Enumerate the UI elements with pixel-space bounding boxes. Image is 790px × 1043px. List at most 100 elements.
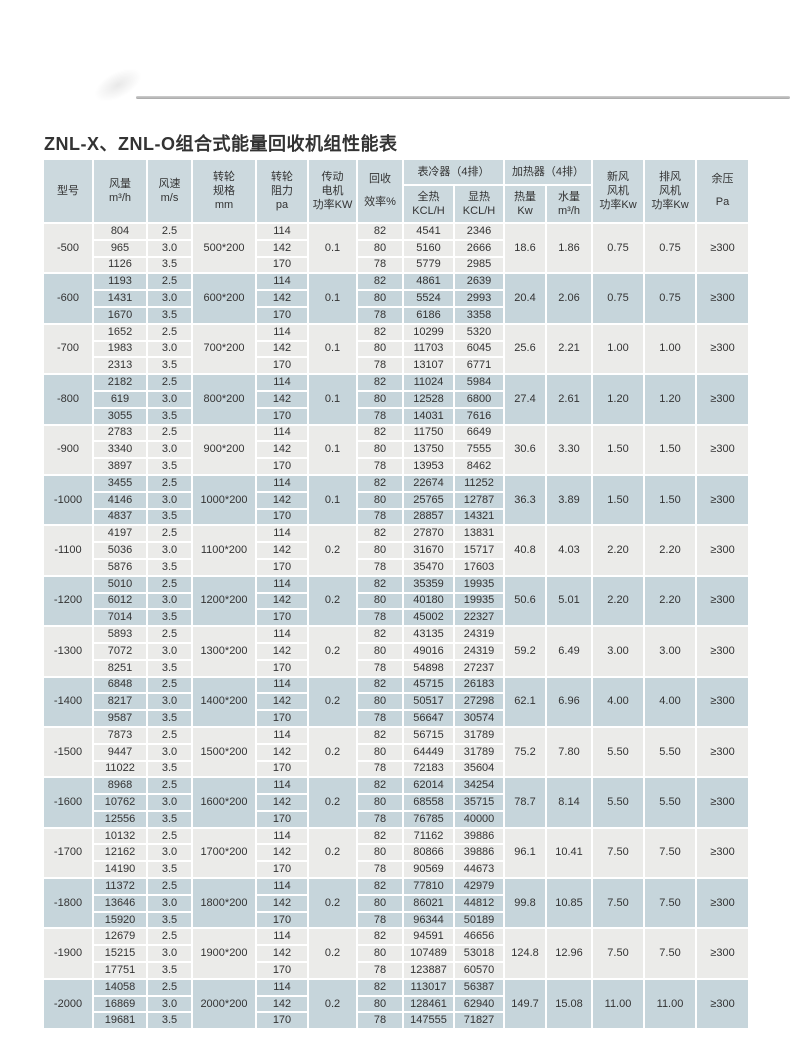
- header-recovery-efficiency: 回收 效率%: [356, 158, 404, 224]
- cell-total-heat: 28857: [402, 507, 455, 527]
- cell-exhaust-fan-power: 7.50: [643, 877, 697, 930]
- table-row: 14190 3.5 170 78 90569 44673: [43, 860, 749, 880]
- cell-fresh-fan-power: 11.00: [591, 977, 645, 1031]
- cell-recovery-efficiency: 82: [356, 675, 404, 695]
- cell-heat: 78.7: [503, 776, 547, 829]
- table-row: -1800 11372 2.5 1800*200 114 0.2 82 77810 42979 9…: [42, 877, 750, 930]
- cell-wheel-resistance: 114: [255, 524, 309, 544]
- cell-recovery-efficiency: 80: [356, 289, 404, 308]
- cell-total-heat: 12528: [402, 389, 455, 409]
- cell-wheel-resistance: 114: [255, 977, 309, 997]
- cell-sensible-heat: 12787: [453, 490, 505, 510]
- cell-airflow: 8217: [92, 692, 148, 712]
- cell-airflow: 19681: [92, 1011, 148, 1031]
- cell-exhaust-fan-power: 5.50: [643, 725, 697, 779]
- cell-speed: 2.5: [146, 222, 193, 241]
- cell-speed: 3.5: [146, 860, 193, 880]
- cell-wheel-resistance: 114: [255, 776, 309, 796]
- cell-speed: 3.0: [146, 541, 193, 560]
- page-edge-shadow: [88, 61, 148, 109]
- cell-total-heat: 13750: [402, 440, 455, 460]
- cell-water: 2.21: [545, 322, 593, 376]
- cell-sensible-heat: 24319: [453, 641, 505, 661]
- cell-total-heat: 64449: [402, 742, 455, 762]
- cell-speed: 2.5: [146, 725, 193, 745]
- cell-sensible-heat: 50189: [453, 910, 505, 930]
- cell-airflow: 6848: [92, 675, 148, 695]
- cell-airflow: 1670: [92, 305, 148, 325]
- cell-total-heat: 13107: [402, 356, 455, 376]
- cell-fresh-fan-power: 1.20: [591, 373, 645, 426]
- table-row: -800 2182 2.5 800*200 114 0.1 82 11024 5984 27.4 2…: [42, 373, 750, 426]
- cell-recovery-efficiency: 78: [356, 557, 404, 577]
- cell-speed: 3.0: [146, 440, 193, 460]
- cell-total-heat: 62014: [402, 776, 455, 796]
- table-row: 5876 3.5 170 78 35470 17603: [43, 557, 749, 577]
- cell-wheel-resistance: 170: [255, 658, 309, 678]
- cell-motor-power: 0.2: [307, 524, 358, 577]
- cell-sensible-heat: 27237: [453, 658, 505, 678]
- cell-recovery-efficiency: 82: [356, 322, 404, 342]
- cell-airflow: 1193: [92, 272, 148, 292]
- cell-recovery-efficiency: 82: [356, 373, 404, 392]
- cell-motor-power: 0.1: [307, 473, 358, 527]
- table-row: 2313 3.5 170 78 13107 6771: [43, 356, 749, 376]
- cell-wheel-resistance: 170: [255, 255, 309, 275]
- cell-recovery-efficiency: 82: [356, 473, 404, 493]
- cell-airflow: 4197: [92, 524, 148, 544]
- cell-recovery-efficiency: 80: [356, 490, 404, 510]
- cell-wheel-resistance: 170: [255, 608, 309, 628]
- cell-recovery-efficiency: 82: [356, 826, 404, 846]
- cell-wheel-spec: 1200*200: [191, 574, 257, 628]
- cell-recovery-efficiency: 78: [356, 356, 404, 376]
- cell-heat: 149.7: [503, 977, 547, 1031]
- cell-speed: 3.0: [146, 692, 193, 712]
- cell-water: 7.80: [545, 725, 593, 779]
- cell-recovery-efficiency: 78: [356, 709, 404, 728]
- cell-total-heat: 35359: [402, 574, 455, 594]
- cell-recovery-efficiency: 80: [356, 641, 404, 661]
- cell-recovery-efficiency: 78: [356, 961, 404, 980]
- cell-recovery-efficiency: 80: [356, 339, 404, 359]
- cell-exhaust-fan-power: 1.20: [643, 373, 697, 426]
- cell-model: -900: [42, 423, 94, 476]
- cell-wheel-resistance: 170: [255, 305, 309, 325]
- cell-airflow: 3897: [92, 457, 148, 476]
- cell-sensible-heat: 35604: [453, 759, 505, 779]
- cell-recovery-efficiency: 78: [356, 406, 404, 426]
- cell-airflow: 7072: [92, 641, 148, 661]
- cell-airflow: 9587: [92, 709, 148, 728]
- cell-sensible-heat: 11252: [453, 473, 505, 493]
- cell-speed: 2.5: [146, 322, 193, 342]
- cell-water: 5.01: [545, 574, 593, 628]
- header-residual-pressure: 余压 Pa: [695, 158, 750, 224]
- cell-total-heat: 147555: [402, 1011, 455, 1031]
- cell-wheel-resistance: 170: [255, 356, 309, 376]
- cell-airflow: 10132: [92, 826, 148, 846]
- cell-airflow: 965: [92, 238, 148, 258]
- cell-total-heat: 96344: [402, 910, 455, 930]
- table-row: 5036 3.0 142 80 31670 15717: [43, 541, 749, 560]
- table-row: 1126 3.5 170 78 5779 2985: [43, 255, 749, 275]
- cell-fresh-fan-power: 5.50: [591, 776, 645, 829]
- cell-exhaust-fan-power: 1.50: [643, 473, 697, 527]
- cell-fresh-fan-power: 1.50: [591, 423, 645, 476]
- cell-model: -1400: [42, 675, 94, 728]
- cell-wheel-resistance: 114: [255, 373, 309, 392]
- cell-heat: 25.6: [503, 322, 547, 376]
- cell-sensible-heat: 17603: [453, 557, 505, 577]
- cell-airflow: 15920: [92, 910, 148, 930]
- cell-sensible-heat: 19935: [453, 574, 505, 594]
- cell-sensible-heat: 39886: [453, 843, 505, 863]
- cell-airflow: 8251: [92, 658, 148, 678]
- cell-model: -1600: [42, 776, 94, 829]
- cell-sensible-heat: 56387: [453, 977, 505, 997]
- cell-speed: 3.0: [146, 339, 193, 359]
- cell-model: -1200: [42, 574, 94, 628]
- cell-speed: 2.5: [146, 877, 193, 896]
- cell-sensible-heat: 30574: [453, 709, 505, 728]
- cell-airflow: 12679: [92, 927, 148, 947]
- cell-total-heat: 68558: [402, 793, 455, 812]
- cell-recovery-efficiency: 80: [356, 994, 404, 1014]
- cell-sensible-heat: 34254: [453, 776, 505, 796]
